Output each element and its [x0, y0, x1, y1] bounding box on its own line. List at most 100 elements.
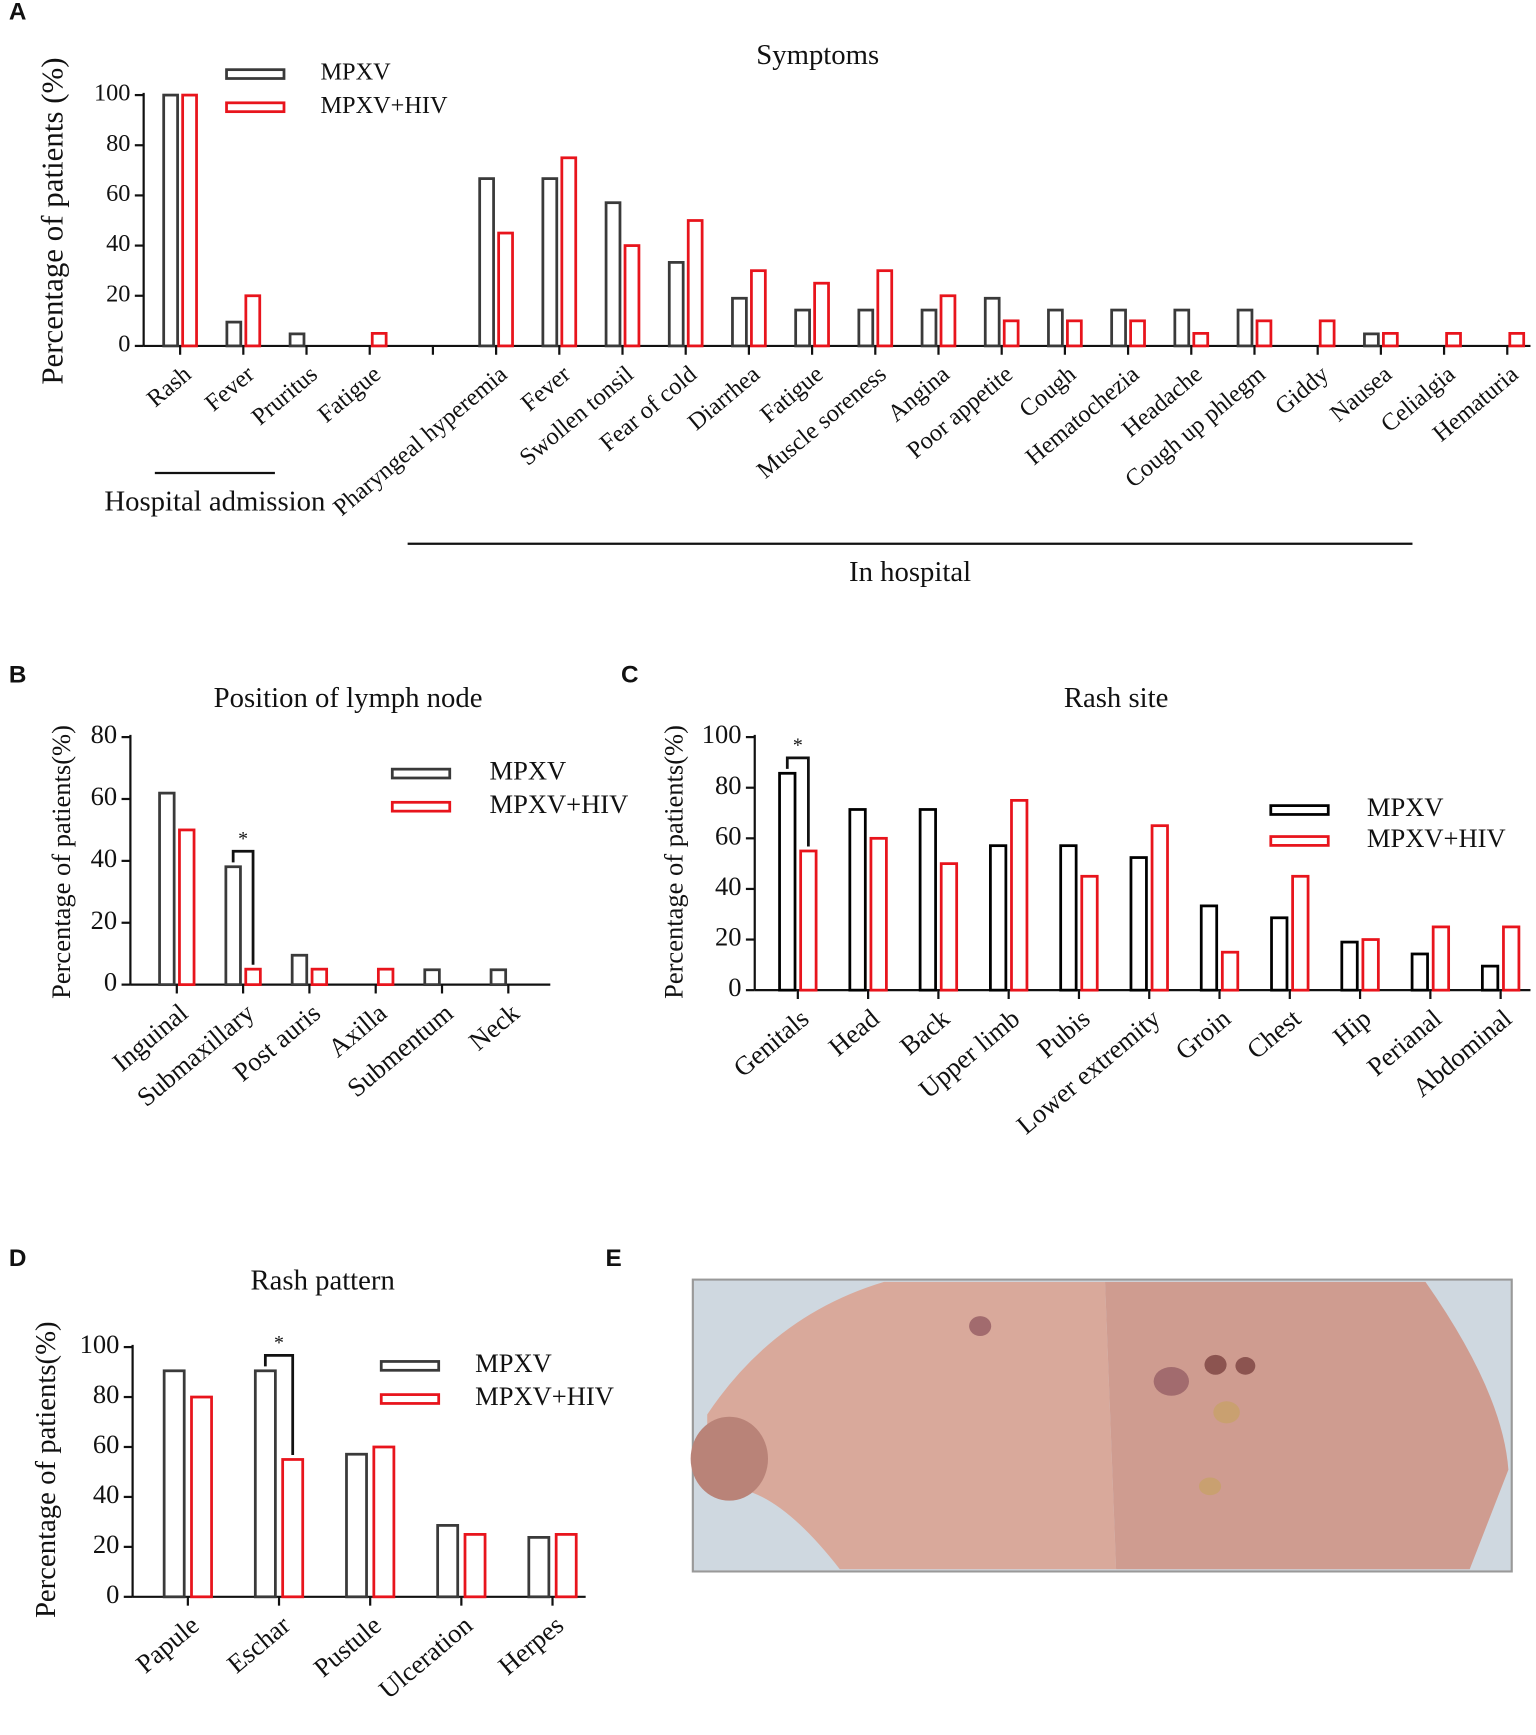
- bar: [560, 156, 578, 348]
- y-axis-label: Percentage of patients(%): [30, 1321, 62, 1618]
- y-tick-label: 40: [715, 871, 742, 901]
- x-tick-label: Diarrhea: [683, 360, 766, 435]
- bar: [989, 844, 1008, 992]
- legend-swatch: [379, 1360, 441, 1372]
- bar: [1110, 308, 1127, 348]
- bar: [983, 296, 1001, 348]
- y-tick-label: 80: [93, 1379, 120, 1409]
- bar: [1291, 874, 1310, 992]
- bar: [281, 1458, 305, 1599]
- bar: [939, 294, 957, 348]
- legend-swatch: [390, 800, 452, 813]
- bar: [345, 1452, 368, 1599]
- bar: [253, 1369, 277, 1599]
- x-tick-label: Giddy: [1270, 360, 1335, 420]
- bar: [876, 269, 894, 348]
- photo: [690, 1278, 1513, 1573]
- y-tick-label: 40: [91, 843, 118, 873]
- significance-bracket: [231, 849, 255, 965]
- y-tick-label: 60: [91, 781, 118, 811]
- bar: [918, 808, 937, 992]
- bar: [1173, 308, 1191, 348]
- y-tick-label: 20: [93, 1529, 120, 1559]
- y-tick-label: 80: [715, 770, 742, 800]
- bar: [799, 849, 818, 992]
- bar: [1199, 904, 1219, 992]
- panel-letter: B: [9, 662, 27, 689]
- chart-title: Rash pattern: [250, 1265, 394, 1297]
- panel-letter: D: [9, 1245, 27, 1272]
- x-tick-label: Herpes: [492, 1610, 569, 1681]
- bar: [623, 244, 641, 348]
- bar: [1480, 964, 1500, 992]
- bar: [1010, 798, 1029, 992]
- panel-letter: A: [9, 0, 27, 26]
- y-axis-label: Percentage of patients (%): [34, 57, 69, 384]
- y-tick-label: 0: [728, 972, 741, 1002]
- significance-label: *: [793, 734, 803, 756]
- bar: [1066, 319, 1083, 348]
- group-label: In hospital: [849, 556, 971, 588]
- legend-label: MPXV+HIV: [475, 1381, 614, 1411]
- bar: [1059, 844, 1078, 992]
- bar: [1410, 952, 1429, 992]
- x-tick-label: Neck: [463, 997, 526, 1056]
- y-tick-label: 100: [94, 80, 130, 107]
- legend-label: MPXV+HIV: [490, 789, 629, 819]
- bar: [1508, 331, 1526, 348]
- bar: [731, 296, 748, 348]
- x-tick-label: Rash: [142, 361, 197, 413]
- bar: [686, 219, 704, 348]
- bar: [478, 177, 495, 348]
- bar: [604, 201, 622, 348]
- bar: [869, 836, 888, 992]
- bar: [1129, 856, 1148, 992]
- x-tick-label: Chest: [1241, 1003, 1307, 1065]
- bar: [423, 968, 441, 987]
- bar: [436, 1524, 460, 1599]
- y-tick-label: 60: [715, 820, 742, 850]
- bar: [310, 967, 329, 987]
- legend-swatch: [379, 1393, 441, 1405]
- bar: [1270, 916, 1289, 992]
- bar: [857, 308, 875, 348]
- bar: [1150, 824, 1169, 992]
- bar: [244, 294, 262, 348]
- panel-letter: C: [621, 662, 639, 689]
- bar: [1318, 319, 1336, 348]
- y-tick-label: 80: [106, 130, 130, 157]
- bar: [225, 320, 243, 348]
- chart-title: Symptoms: [756, 39, 879, 71]
- y-tick-label: 20: [91, 905, 118, 935]
- y-tick-label: 100: [80, 1329, 120, 1359]
- bar: [158, 791, 176, 987]
- chart-title: Position of lymph node: [214, 682, 483, 714]
- bar: [224, 865, 242, 987]
- bar: [1502, 925, 1521, 992]
- y-axis-label: Percentage of patients(%): [658, 725, 688, 999]
- bar: [244, 967, 262, 987]
- bar: [920, 308, 938, 348]
- x-tick-label: Pustule: [308, 1610, 387, 1683]
- legend-label: MPXV: [490, 756, 567, 786]
- bar: [1129, 319, 1146, 348]
- x-tick-label: Hip: [1327, 1003, 1377, 1052]
- y-tick-label: 100: [702, 719, 742, 749]
- bar: [813, 281, 830, 348]
- bar: [1192, 331, 1210, 348]
- bar: [541, 177, 559, 348]
- x-tick-label: Pruritus: [246, 361, 322, 431]
- bar: [1445, 331, 1462, 348]
- bar: [554, 1533, 578, 1599]
- bar: [1363, 332, 1380, 348]
- bar: [288, 332, 306, 348]
- bar: [939, 862, 959, 992]
- legend-label: MPXV: [320, 59, 391, 86]
- x-tick-label: Head: [823, 1003, 885, 1062]
- group-label: Hospital admission: [104, 486, 325, 518]
- bar: [463, 1533, 487, 1599]
- bar: [162, 1369, 186, 1599]
- legend-label: MPXV: [475, 1348, 552, 1378]
- bar: [1047, 308, 1064, 348]
- y-tick-label: 80: [91, 719, 118, 749]
